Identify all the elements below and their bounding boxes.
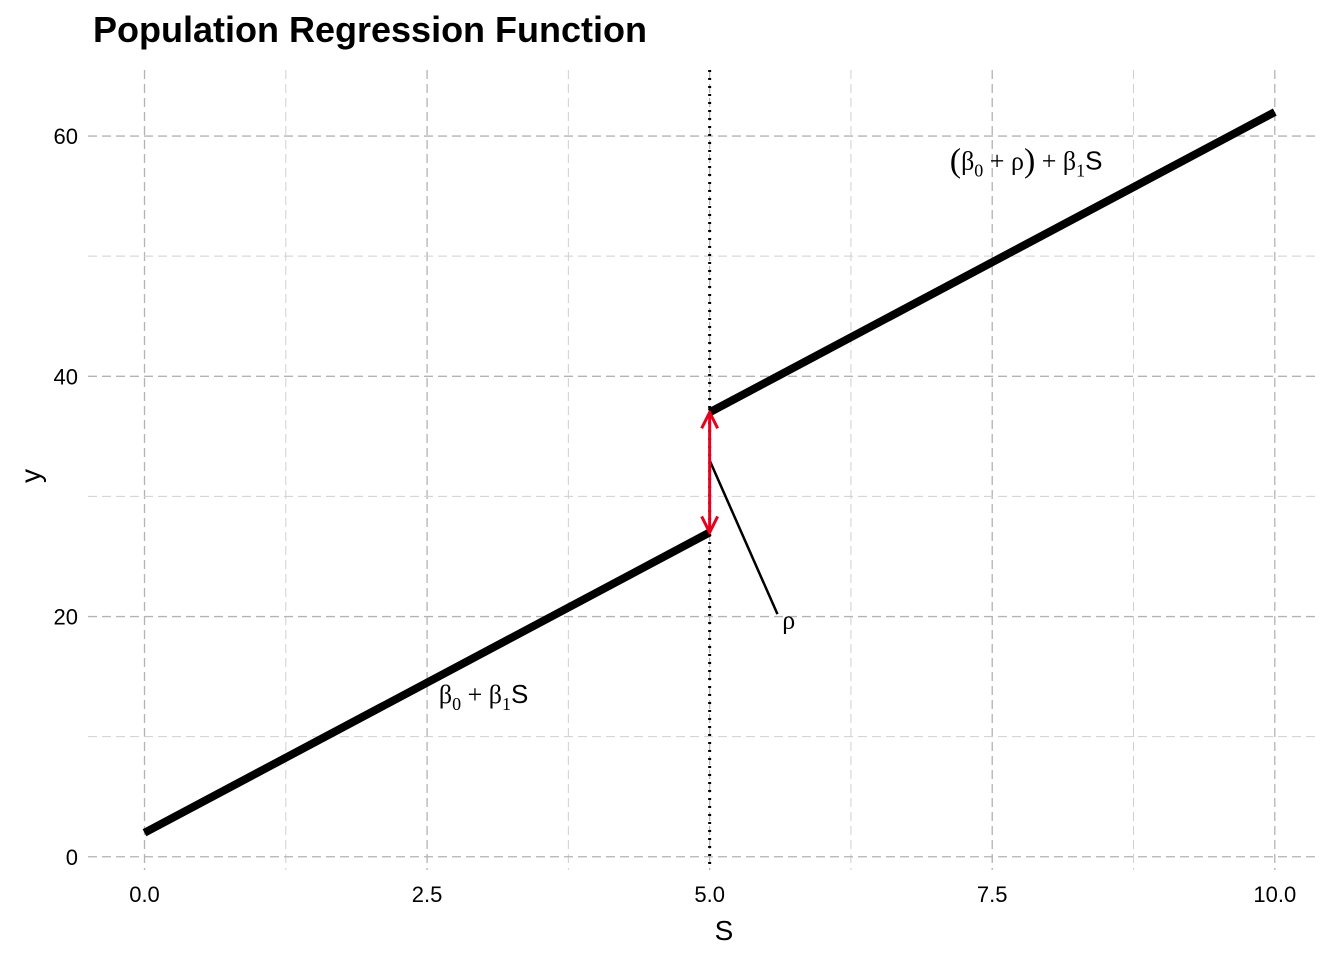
y-axis-title: y <box>15 469 46 483</box>
annotation-rho: ρ <box>782 606 795 635</box>
y-tick-label: 40 <box>54 364 78 389</box>
x-tick-label: 10.0 <box>1253 882 1296 907</box>
rho-pointer-line <box>708 459 779 615</box>
x-tick-label: 5.0 <box>694 882 725 907</box>
x-axis-title: S <box>715 915 734 946</box>
series-group <box>142 108 1277 837</box>
x-tick-labels: 0.0 2.5 5.0 7.5 10.0 <box>129 882 1296 907</box>
y-tick-labels: 0 20 40 60 <box>54 124 78 870</box>
y-tick-label: 60 <box>54 124 78 149</box>
x-tick-label: 2.5 <box>412 882 443 907</box>
series-line-2 <box>707 108 1277 416</box>
annotation-upper-segment: (β0 + ρ) + β1S <box>950 143 1103 181</box>
y-tick-label: 20 <box>54 605 78 630</box>
x-tick-label: 7.5 <box>977 882 1008 907</box>
chart-title: Population Regression Function <box>93 9 647 50</box>
y-tick-label: 0 <box>66 845 78 870</box>
series-line-1 <box>142 528 712 837</box>
annotation-lower-segment: β0 + β1S <box>439 679 528 714</box>
x-tick-label: 0.0 <box>129 882 160 907</box>
